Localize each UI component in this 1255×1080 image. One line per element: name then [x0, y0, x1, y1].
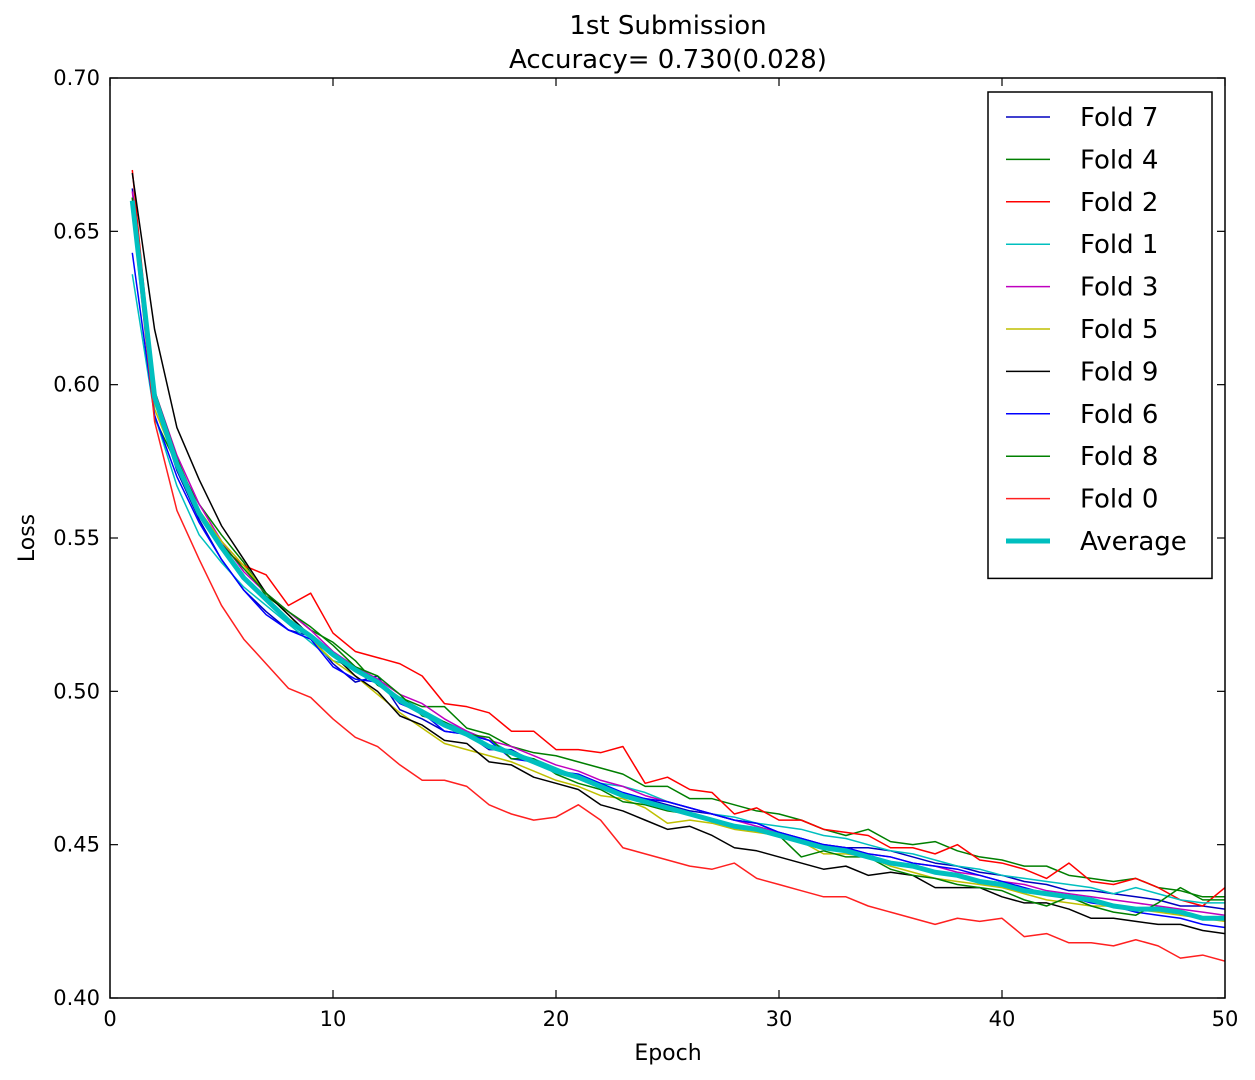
y-axis-label: Loss: [15, 514, 40, 562]
legend-label: Fold 7: [1080, 103, 1158, 133]
plot-area: [129, 169, 1225, 962]
y-tick-label: 0.60: [53, 373, 100, 397]
x-tick-label: 30: [766, 1007, 793, 1031]
axes-layer: 0 10 20 30 40 50 0.40 0.45 0.50 0.55 0.60 0.65 0.70: [53, 66, 1238, 1031]
chart-subtitle: Accuracy= 0.730(0.028): [509, 45, 827, 75]
x-axis-label: Epoch: [634, 1041, 701, 1066]
x-tick-label: 40: [989, 1007, 1016, 1031]
legend-label: Fold 0: [1080, 485, 1158, 515]
series-line-fold-4: [131, 197, 1225, 898]
series-layer: [129, 169, 1225, 962]
legend-label: Fold 1: [1080, 230, 1158, 260]
legend-label: Fold 5: [1080, 315, 1158, 345]
y-tick-label: 0.55: [53, 526, 100, 550]
y-tick-label: 0.40: [53, 986, 100, 1010]
x-tick-label: 0: [103, 1007, 116, 1031]
y-tick-label: 0.45: [53, 833, 100, 857]
series-line-average: [129, 200, 1225, 921]
x-tick-label: 10: [320, 1007, 347, 1031]
legend-label: Average: [1080, 527, 1187, 557]
legend-label: Fold 6: [1080, 400, 1158, 430]
legend-label: Fold 8: [1080, 442, 1158, 472]
y-tick-label: 0.50: [53, 679, 100, 703]
x-tick-label: 50: [1212, 1007, 1239, 1031]
legend-label: Fold 4: [1080, 145, 1158, 175]
y-tick-label: 0.65: [53, 219, 100, 243]
series-line-fold-0: [131, 209, 1225, 962]
x-tick-label: 20: [543, 1007, 570, 1031]
series-line-fold-2: [131, 169, 1225, 907]
legend: Fold 7 Fold 4 Fold 2 Fold 1 Fold 3 Fold 5 Fold…: [987, 91, 1213, 580]
y-tick-label: 0.70: [53, 66, 100, 90]
legend-label: Fold 3: [1080, 273, 1158, 303]
legend-label: Fold 2: [1080, 188, 1158, 218]
legend-label: Fold 9: [1080, 357, 1158, 387]
legend-box: [987, 91, 1213, 580]
chart-title: 1st Submission: [569, 11, 766, 41]
